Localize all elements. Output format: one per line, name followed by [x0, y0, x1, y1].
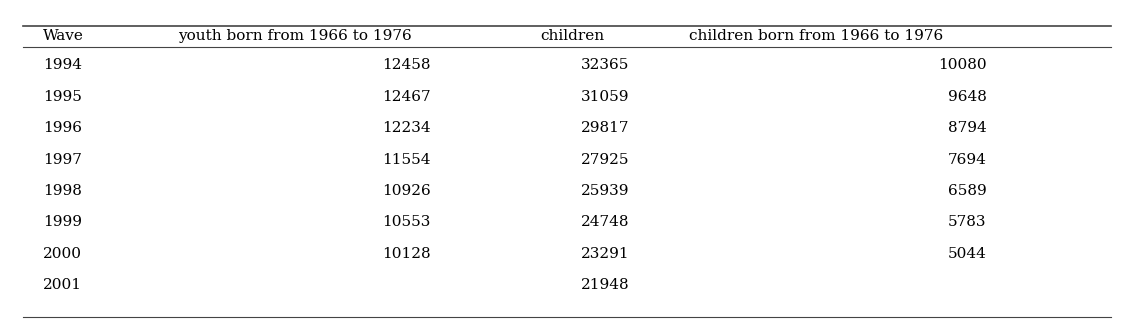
- Text: 1994: 1994: [43, 59, 82, 72]
- Text: Wave: Wave: [43, 29, 84, 43]
- Text: 5783: 5783: [948, 215, 987, 229]
- Text: 1996: 1996: [43, 121, 82, 135]
- Text: 27925: 27925: [581, 153, 629, 166]
- Text: 1995: 1995: [43, 90, 82, 104]
- Text: 9648: 9648: [948, 90, 987, 104]
- Text: 11554: 11554: [382, 153, 431, 166]
- Text: 1997: 1997: [43, 153, 82, 166]
- Text: 32365: 32365: [581, 59, 629, 72]
- Text: 23291: 23291: [581, 247, 629, 261]
- Text: 12458: 12458: [382, 59, 431, 72]
- Text: 1998: 1998: [43, 184, 82, 198]
- Text: children born from 1966 to 1976: children born from 1966 to 1976: [689, 29, 943, 43]
- Text: 7694: 7694: [948, 153, 987, 166]
- Text: youth born from 1966 to 1976: youth born from 1966 to 1976: [178, 29, 412, 43]
- Text: 12467: 12467: [382, 90, 431, 104]
- Text: 10080: 10080: [938, 59, 987, 72]
- Text: 21948: 21948: [581, 278, 629, 292]
- Text: 24748: 24748: [581, 215, 629, 229]
- Text: 29817: 29817: [581, 121, 629, 135]
- Text: 8794: 8794: [948, 121, 987, 135]
- Text: 2000: 2000: [43, 247, 82, 261]
- Text: 2001: 2001: [43, 278, 82, 292]
- Text: children: children: [541, 29, 604, 43]
- Text: 1999: 1999: [43, 215, 82, 229]
- Text: 25939: 25939: [581, 184, 629, 198]
- Text: 6589: 6589: [948, 184, 987, 198]
- Text: 31059: 31059: [581, 90, 629, 104]
- Text: 5044: 5044: [948, 247, 987, 261]
- Text: 12234: 12234: [382, 121, 431, 135]
- Text: 10553: 10553: [382, 215, 431, 229]
- Text: 10926: 10926: [382, 184, 431, 198]
- Text: 10128: 10128: [382, 247, 431, 261]
